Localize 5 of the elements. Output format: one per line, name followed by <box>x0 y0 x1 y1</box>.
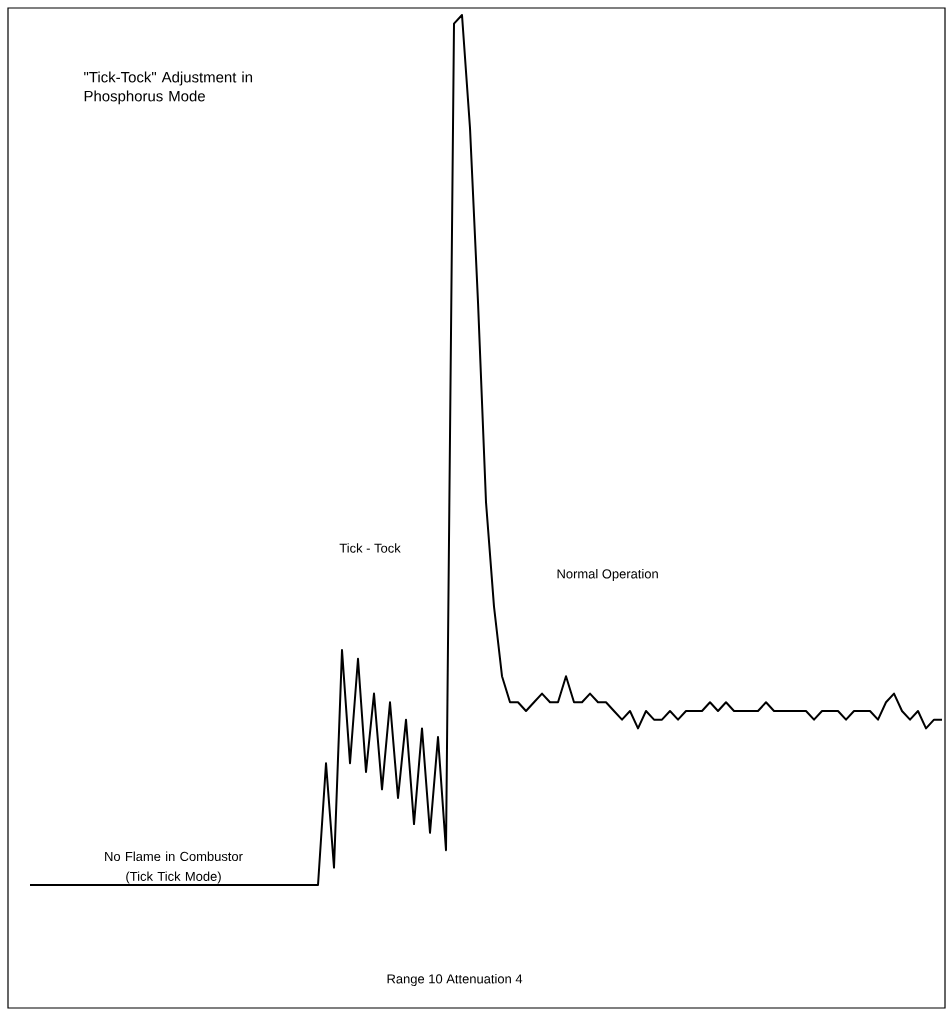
annotation: Normal Operation <box>557 568 658 582</box>
text: Range 10 Attenuation 4 <box>387 973 523 987</box>
text: "Tick-Tock" Adjustment in Phosphorus Mode <box>84 71 253 105</box>
annotation: No Flame in Combustor (Tick Tick Mode) <box>105 851 243 884</box>
annotation: Tick - Tock <box>339 543 401 553</box>
